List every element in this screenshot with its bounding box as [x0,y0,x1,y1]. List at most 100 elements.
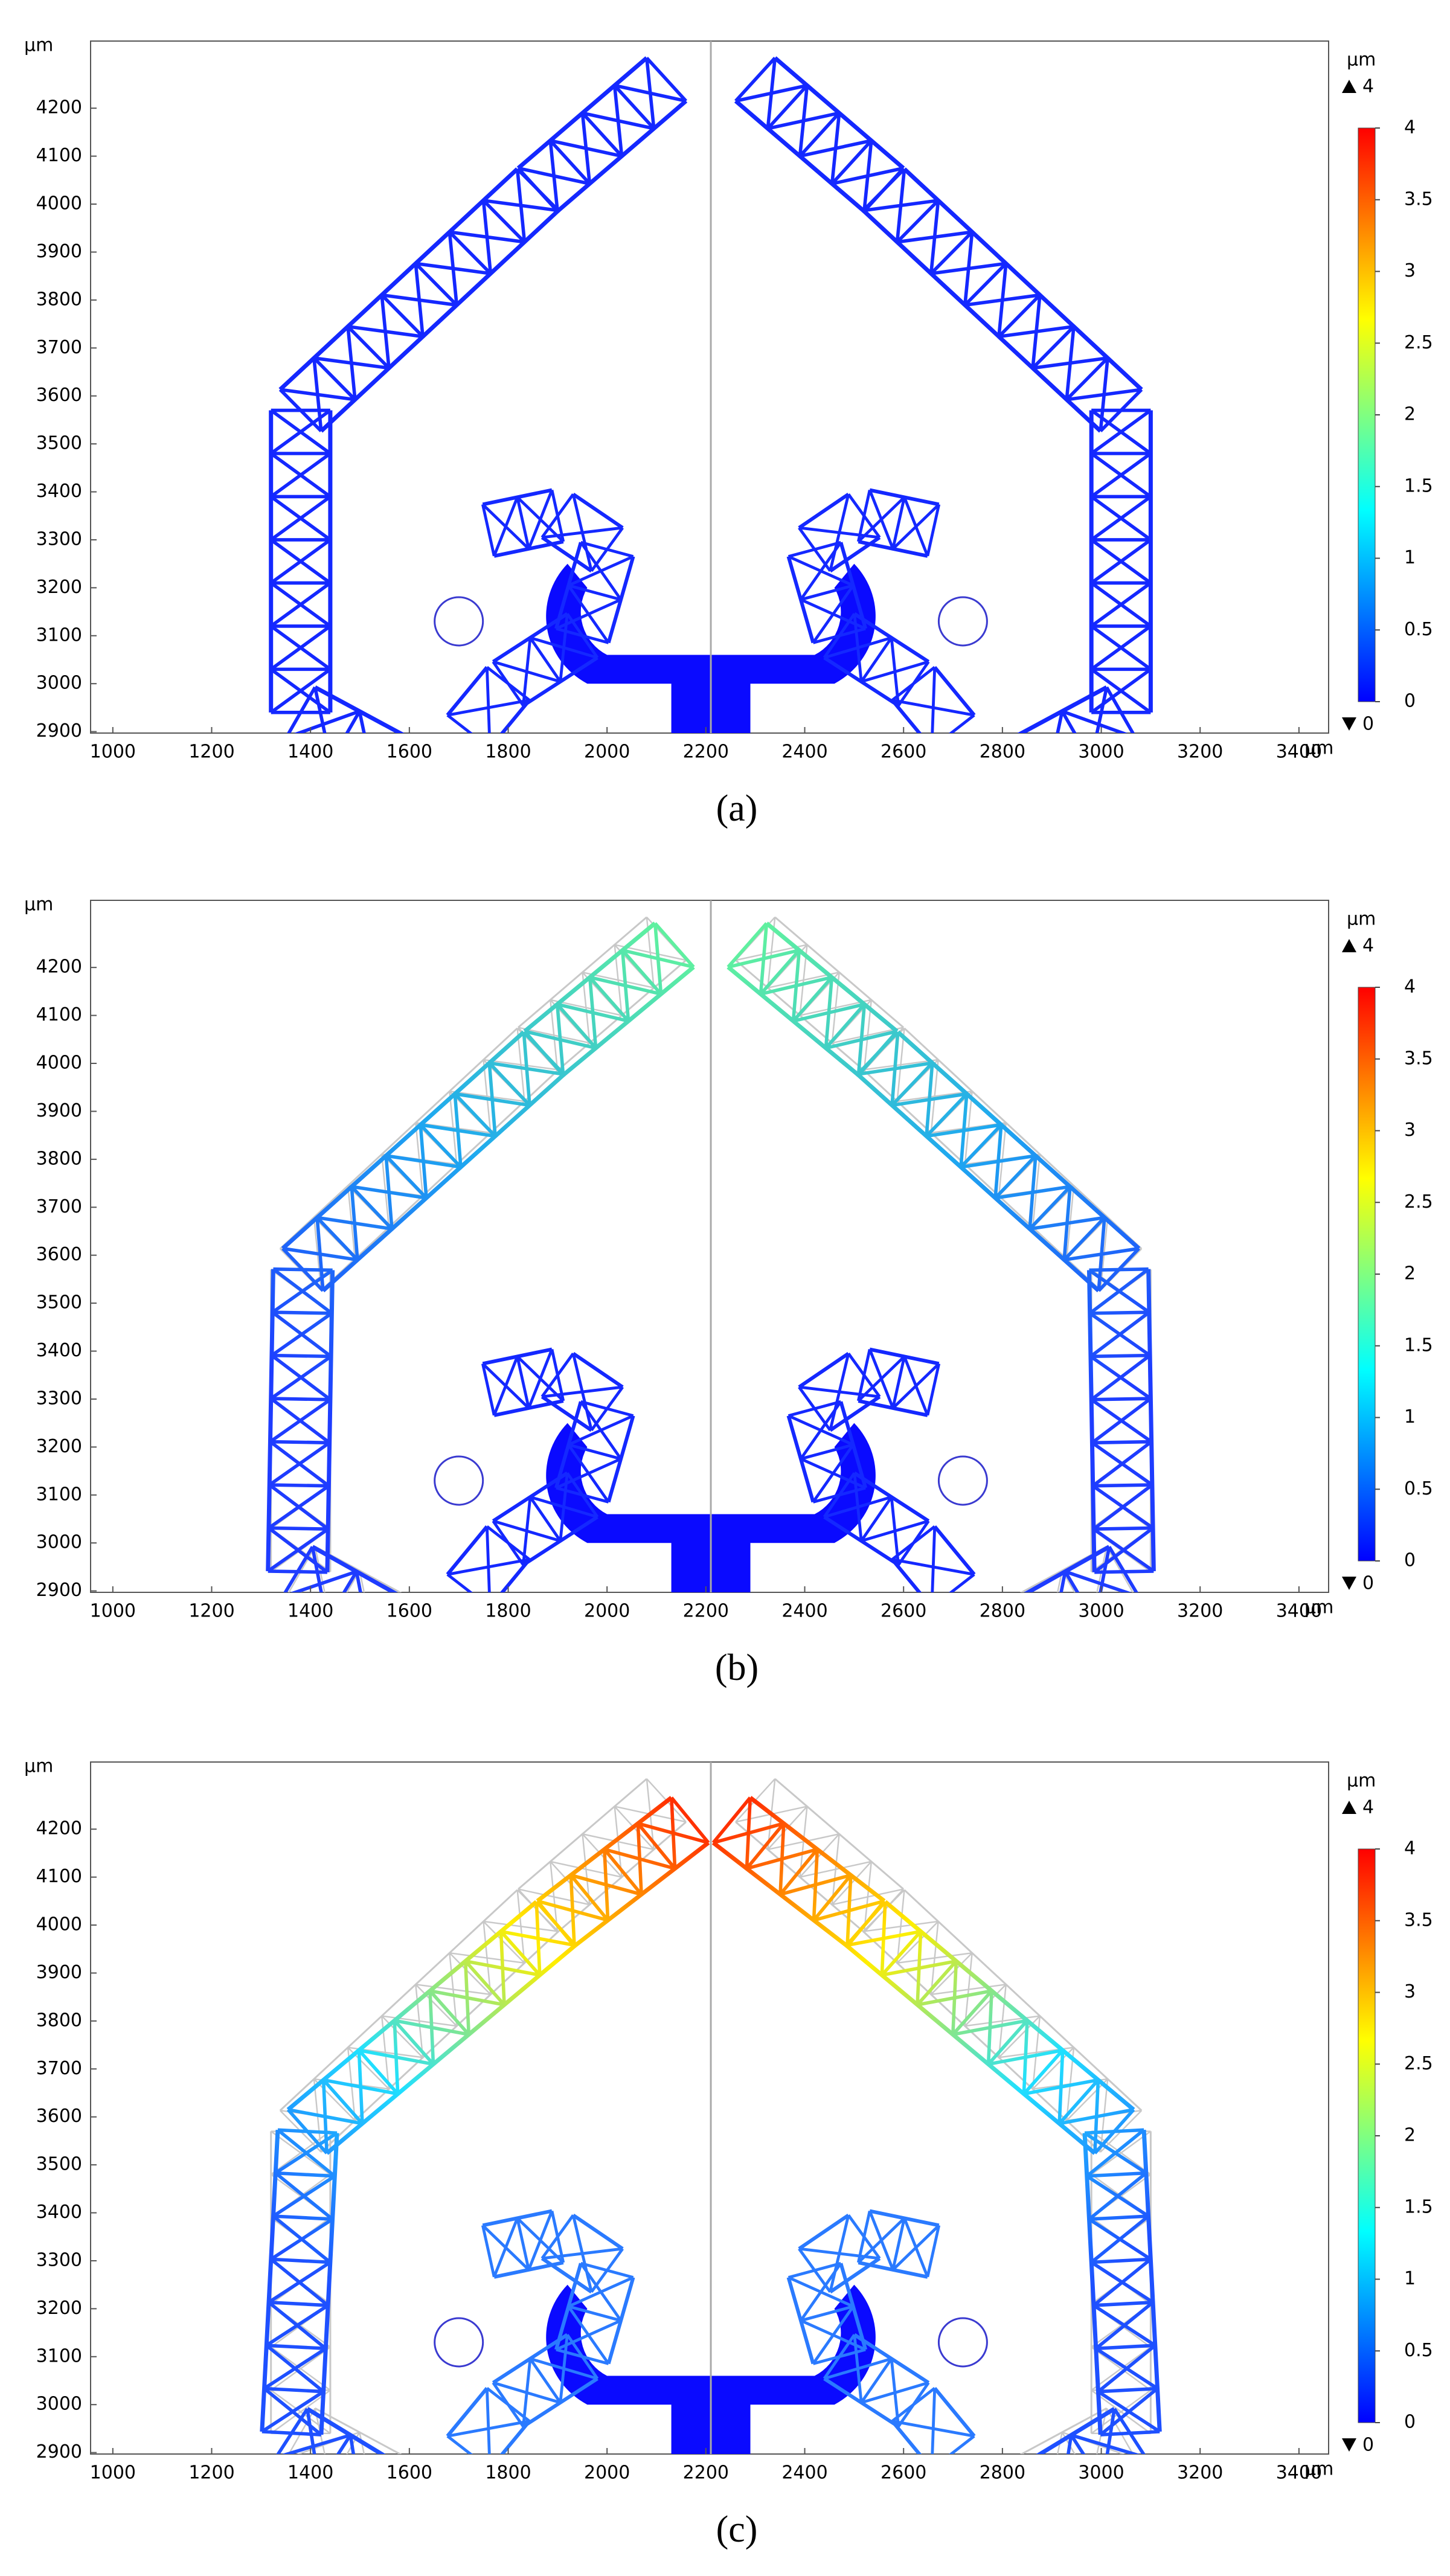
x-tick-label: 1000 [90,2462,136,2484]
truss-edge [1020,1545,1140,1592]
y-tick-label: 4000 [36,1914,82,1935]
x-tick-label: 2400 [781,742,827,763]
pin [937,1455,988,1506]
colorbar-tick-label: 0.5 [1404,1478,1433,1499]
max-marker [1342,1801,1356,1814]
pin [434,1455,484,1506]
truss-member [555,540,634,644]
y-tick-label: 3000 [36,1532,82,1553]
truss-member [891,666,975,733]
colorbar-unit: μm [1347,50,1376,71]
truss-member [1090,408,1152,714]
x-tick-label: 1000 [90,742,136,763]
colorbar-tick-label: 4 [1404,1838,1416,1859]
x-tick-label: 2800 [980,2462,1025,2484]
truss-member [536,1796,710,1947]
x-tick-label: 2200 [683,742,729,763]
truss-member [555,2261,634,2365]
x-tick-label: 2000 [584,742,630,763]
x-tick-label: 1600 [387,1601,432,1622]
truss-edge [786,2263,868,2365]
y-tick-label: 4100 [36,1866,82,1887]
truss-member [287,686,366,733]
truss-member [1056,686,1135,733]
y-tick-label: 3100 [36,2345,82,2366]
y-tick-label: 3100 [36,624,82,646]
colorbar-min: 0 [1362,714,1374,735]
truss-member [1019,1546,1141,1592]
pin [937,2317,988,2368]
x-tick-label: 3400 [1276,1601,1322,1622]
y-tick-label: 3800 [36,289,82,310]
truss-member [798,493,881,572]
truss-member [1026,2408,1147,2454]
truss-member [711,1796,886,1947]
truss-member [446,666,531,733]
colorbar-tick-label: 1 [1404,547,1416,568]
truss-edge [541,2213,624,2294]
truss-edge [266,1269,335,1572]
y-tick-label: 3500 [36,2154,82,2175]
y-tick-label: 3900 [36,1100,82,1121]
y-tick-label: 3900 [36,241,82,262]
colorbar-tick-label: 2 [1404,404,1416,425]
truss-edge [845,1900,1135,2155]
truss-member [278,167,560,432]
y-tick-label: 3700 [36,1196,82,1217]
truss-member [823,2334,930,2427]
truss-member [555,1400,634,1504]
colorbar-unit: μm [1347,909,1376,930]
x-tick-label: 1600 [387,2462,432,2484]
truss-member [481,1348,565,1416]
truss-edge [1089,410,1153,713]
colorbar-tick-label: 4 [1404,976,1416,998]
y-tick-label: 4100 [36,145,82,166]
y-tick-label: 3400 [36,1340,82,1361]
truss-edge [891,666,976,733]
x-tick-label: 1200 [188,2462,234,2484]
truss-edge [786,1401,868,1503]
truss-edge [281,1545,402,1592]
y-tick-label: 3800 [36,2010,82,2031]
truss-edge [1019,2407,1108,2454]
y-tick-label: 3000 [36,2394,82,2415]
y-tick-label: 3600 [36,2106,82,2127]
x-tick-label: 3400 [1276,2462,1322,2484]
colorbar-tick-label: 3.5 [1404,1909,1433,1930]
truss-member [1088,1267,1155,1574]
caption: (c) [716,2509,758,2550]
y-tick-label: 4000 [36,1053,82,1074]
colorbar-tick-label: 3 [1404,1981,1416,2002]
truss-edge [798,492,881,573]
truss-member [541,2214,624,2293]
truss-member [823,613,930,706]
truss-member [279,1889,559,2153]
truss-edge [446,666,531,733]
colorbar-tick-label: 2 [1404,1263,1416,1284]
truss-edge [286,1900,577,2155]
truss-member [788,1400,867,1504]
truss-edge [541,492,624,573]
colorbar-tick-label: 4 [1404,117,1416,138]
colorbar-tick-label: 3 [1404,260,1416,281]
truss-member [856,1348,941,1416]
y-tick-label: 3500 [36,433,82,454]
truss-edge [1017,685,1108,733]
colorbar-min: 0 [1362,1573,1374,1594]
truss-member [862,1889,1143,2153]
truss-edge [313,685,405,733]
y-tick-label: 3300 [36,528,82,549]
truss-member [286,1900,577,2155]
truss-edge [1086,1269,1156,1572]
right-arm [734,56,1153,733]
truss-edge [314,2407,402,2454]
colorbar-tick-label: 2.5 [1404,1191,1433,1213]
truss-edge [446,1525,531,1592]
y-tick-label: 2900 [36,1580,82,1601]
x-tick-label: 3200 [1177,2462,1223,2484]
truss-edge [891,2387,976,2454]
x-tick-label: 1600 [387,742,432,763]
truss-member [274,2408,396,2454]
truss-edge [798,2213,881,2294]
